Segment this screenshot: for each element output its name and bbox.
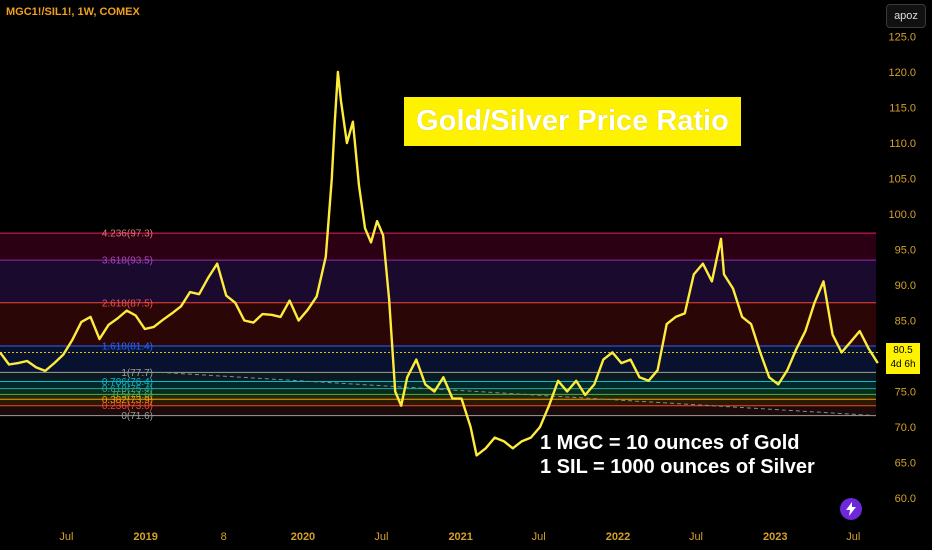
x-tick-label: 2022 xyxy=(606,531,630,543)
fib-band xyxy=(0,302,876,347)
y-tick-label: 60.0 xyxy=(895,493,916,505)
ratio-series-line xyxy=(0,70,879,457)
fib-band xyxy=(0,394,876,400)
bar-countdown: 4d 6h xyxy=(890,359,916,370)
fib-band xyxy=(0,388,876,395)
fib-level-label: 1(77.7) xyxy=(121,368,153,379)
y-tick-label: 120.0 xyxy=(888,67,916,79)
y-tick-label: 90.0 xyxy=(895,280,916,292)
fib-band xyxy=(0,405,876,416)
chart-title: Gold/Silver Price Ratio xyxy=(404,97,741,146)
fib-level-label: 0.5(74.6) xyxy=(113,390,153,401)
annotation-mgc: 1 MGC = 10 ounces of Gold xyxy=(540,432,800,454)
x-tick-label: Jul xyxy=(846,531,860,543)
fib-level-label: 1.618(81.4) xyxy=(102,342,153,353)
x-axis: Jul 2019 8 2020 Jul 2021 Jul 2022 Jul 2023 Jul xyxy=(59,531,860,543)
y-tick-label: 105.0 xyxy=(888,174,916,186)
fib-level-label: 0.382(73.9) xyxy=(102,395,153,406)
fib-level-label: 0.236(73.0) xyxy=(102,401,153,412)
y-tick-label: 115.0 xyxy=(889,103,916,115)
y-tick-label: 75.0 xyxy=(895,387,916,399)
x-tick-label: Jul xyxy=(532,531,546,543)
y-tick-label: 110.0 xyxy=(889,138,916,150)
y-tick-label: 70.0 xyxy=(895,422,916,434)
x-tick-label: Jul xyxy=(374,531,388,543)
x-tick-label: 2021 xyxy=(448,531,472,543)
x-tick-label: 2023 xyxy=(763,531,787,543)
fib-retracement-group: 4.236(97.3) 3.618(93.5) 2.618(87.5) 1.618(8… xyxy=(0,229,876,422)
fib-band xyxy=(0,260,876,303)
fib-band xyxy=(0,399,876,406)
symbol-title: MGC1!/SIL1!, 1W, COMEX xyxy=(6,6,140,18)
fib-level-label: 4.236(97.3) xyxy=(102,229,153,240)
fib-level-label: 2.618(87.5) xyxy=(102,298,153,309)
y-tick-label: 65.0 xyxy=(895,458,916,470)
lightning-icon[interactable] xyxy=(840,498,862,520)
x-tick-label: 8 xyxy=(221,531,227,543)
x-tick-label: 2020 xyxy=(291,531,315,543)
fib-band xyxy=(0,346,876,373)
fib-band xyxy=(0,233,876,261)
fib-level-label: 0.618(75.4) xyxy=(102,384,153,395)
x-tick-label: Jul xyxy=(689,531,703,543)
current-price-value: 80.5 xyxy=(893,345,913,356)
dashed-trend-line xyxy=(159,371,877,417)
y-axis: 60.065.070.075.080.085.090.095.0100.0105… xyxy=(888,32,916,506)
fib-level-label: 0(71.6) xyxy=(121,411,153,422)
x-tick-label: Jul xyxy=(59,531,73,543)
fib-level-label: 0.786(76.4) xyxy=(102,377,153,388)
user-badge[interactable]: apoz xyxy=(886,4,926,28)
y-tick-label: 85.0 xyxy=(895,316,916,328)
fib-level-label: 3.618(93.5) xyxy=(102,256,153,267)
fib-band xyxy=(0,372,876,382)
annotation-sil: 1 SIL = 1000 ounces of Silver xyxy=(540,456,815,478)
y-tick-label: 95.0 xyxy=(895,245,916,257)
current-price-tag: 80.5 4d 6h xyxy=(886,343,920,374)
y-tick-label: 100.0 xyxy=(888,209,916,221)
x-tick-label: 2019 xyxy=(133,531,157,543)
y-tick-label: 125.0 xyxy=(888,32,916,44)
